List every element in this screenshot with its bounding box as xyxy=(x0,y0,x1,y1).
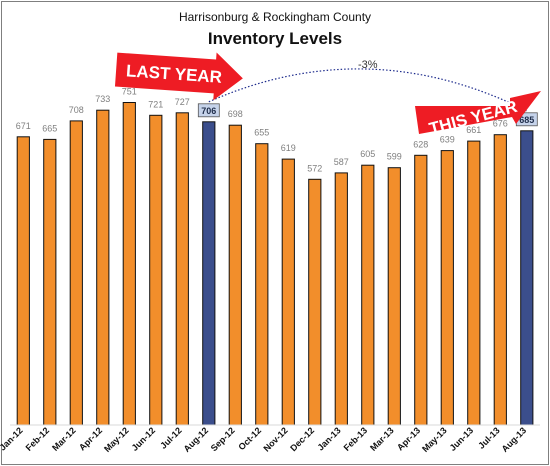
bar-aug-12 xyxy=(202,121,216,426)
x-tick-nov-12: Nov-12 xyxy=(261,425,289,453)
bar-mar-13 xyxy=(387,167,401,426)
x-tick-apr-12: Apr-12 xyxy=(77,425,104,452)
x-tick-jan-12: Jan-12 xyxy=(0,425,25,452)
data-label-mar-12: 708 xyxy=(69,105,84,115)
data-label-jun-13: 661 xyxy=(466,125,481,135)
x-tick-oct-12: Oct-12 xyxy=(236,425,263,452)
bar-jul-13 xyxy=(493,134,507,426)
x-tick-may-12: May-12 xyxy=(102,425,131,454)
bar-feb-12 xyxy=(43,138,57,426)
x-tick-aug-12: Aug-12 xyxy=(182,425,211,454)
data-label-feb-13: 605 xyxy=(360,149,375,159)
this-year-arrow-shape xyxy=(415,91,541,134)
data-label-box-aug-12 xyxy=(197,103,220,118)
bar-jan-13 xyxy=(334,172,348,426)
bar-jun-12 xyxy=(149,114,163,426)
x-tick-jun-12: Jun-12 xyxy=(130,425,158,453)
data-label-feb-12: 665 xyxy=(42,123,57,133)
bar-feb-13 xyxy=(361,164,375,426)
bar-jan-12 xyxy=(16,136,30,426)
x-tick-jan-13: Jan-13 xyxy=(315,425,342,452)
change-annotation: -3% xyxy=(358,59,378,71)
x-tick-feb-12: Feb-12 xyxy=(24,425,52,453)
data-label-jun-12: 721 xyxy=(148,99,163,109)
x-tick-jul-12: Jul-12 xyxy=(158,425,183,450)
data-label-may-12: 751 xyxy=(122,87,137,97)
bar-apr-12 xyxy=(96,109,110,426)
bar-may-13 xyxy=(440,150,454,426)
data-label-mar-13: 599 xyxy=(387,152,402,162)
change-connector xyxy=(208,68,528,112)
bar-aug-13 xyxy=(520,130,534,426)
last-year-arrow-shape xyxy=(114,52,243,101)
last-year-arrow: LAST YEAR xyxy=(114,52,243,101)
x-tick-feb-13: Feb-13 xyxy=(342,425,370,453)
bar-jul-12 xyxy=(175,112,189,426)
data-label-apr-12: 733 xyxy=(95,94,110,104)
x-tick-jun-13: Jun-13 xyxy=(448,425,476,453)
data-label-jan-13: 587 xyxy=(334,157,349,167)
x-tick-dec-12: Dec-12 xyxy=(288,425,316,453)
data-label-aug-13: 685 xyxy=(519,115,534,125)
bar-dec-12 xyxy=(308,178,322,426)
x-tick-sep-12: Sep-12 xyxy=(209,425,237,453)
bar-mar-12 xyxy=(69,120,83,426)
bar-oct-12 xyxy=(255,143,269,426)
chart-subtitle: Harrisonburg & Rockingham County xyxy=(179,10,371,24)
x-tick-may-13: May-13 xyxy=(420,425,449,454)
x-tick-mar-12: Mar-12 xyxy=(50,425,78,453)
data-label-nov-12: 619 xyxy=(281,143,296,153)
data-label-dec-12: 572 xyxy=(307,163,322,173)
data-label-may-13: 639 xyxy=(440,135,455,145)
bar-series xyxy=(16,102,534,426)
bar-may-12 xyxy=(122,102,136,426)
data-label-oct-12: 655 xyxy=(254,128,269,138)
data-labels: 671 665 708 733 751 721 727 706 698 655 619 572 587 6… xyxy=(16,87,538,173)
chart-title: Inventory Levels xyxy=(208,29,342,48)
data-label-jul-12: 727 xyxy=(175,97,190,107)
bar-jun-13 xyxy=(467,140,481,426)
x-tick-jul-13: Jul-13 xyxy=(476,425,501,450)
bar-nov-12 xyxy=(281,158,295,426)
x-tick-aug-13: Aug-13 xyxy=(500,425,529,454)
x-tick-apr-13: Apr-13 xyxy=(395,425,422,452)
bar-sep-12 xyxy=(228,124,242,426)
data-label-sep-12: 698 xyxy=(228,109,243,119)
data-label-jul-13: 676 xyxy=(493,119,508,129)
data-label-aug-12: 706 xyxy=(201,106,216,116)
data-label-apr-13: 628 xyxy=(413,139,428,149)
x-tick-mar-13: Mar-13 xyxy=(368,425,396,453)
bar-apr-13 xyxy=(414,154,428,426)
data-label-jan-12: 671 xyxy=(16,121,31,131)
